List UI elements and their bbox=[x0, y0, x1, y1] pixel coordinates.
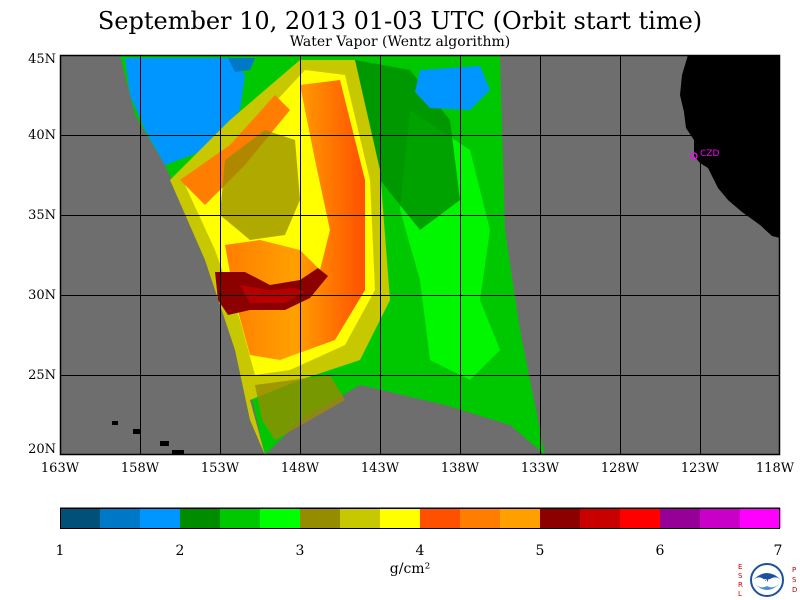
moisture-maximum-red bbox=[240, 285, 305, 303]
lat-label-35n: 35N bbox=[28, 208, 56, 223]
colorbar-segment bbox=[500, 508, 541, 528]
lat-label-45n: 45N bbox=[28, 52, 56, 67]
lat-label-20n: 20N bbox=[28, 442, 56, 457]
colorbar-segment bbox=[700, 508, 741, 528]
colorbar-segment bbox=[540, 508, 581, 528]
station-czd-label: CZD bbox=[700, 149, 719, 159]
noaa-badge-bird bbox=[753, 573, 781, 582]
island-oahu bbox=[133, 429, 141, 434]
lon-label-138w: 138W bbox=[440, 461, 480, 476]
colorbar-segment bbox=[260, 508, 301, 528]
svg-text:D: D bbox=[792, 586, 797, 594]
colorbar-segment bbox=[340, 508, 381, 528]
moist-olive-inner bbox=[220, 130, 300, 240]
svg-text:R: R bbox=[738, 581, 743, 589]
colorbar-tick-7: 7 bbox=[773, 543, 783, 559]
map-subtitle: Water Vapor (Wentz algorithm) bbox=[289, 34, 511, 50]
colorbar-segment bbox=[620, 508, 661, 528]
colorbar-segment bbox=[100, 508, 141, 528]
svg-text:S: S bbox=[792, 576, 797, 584]
svg-text:S: S bbox=[738, 572, 743, 580]
island-hawaii bbox=[172, 450, 184, 455]
noaa-esrl-psd-logo: E S R L P S D NOAA bbox=[738, 563, 797, 598]
lon-label-118w: 118W bbox=[755, 461, 795, 476]
colorbar-tick-3: 3 bbox=[295, 543, 305, 559]
lat-label-40n: 40N bbox=[28, 128, 56, 143]
colorbar bbox=[60, 507, 781, 528]
svg-text:E: E bbox=[738, 563, 742, 571]
colorbar-segment bbox=[220, 508, 261, 528]
colorbar-segment bbox=[460, 508, 501, 528]
colorbar-tick-2: 2 bbox=[175, 543, 185, 559]
lon-label-153w: 153W bbox=[200, 461, 240, 476]
lat-label-30n: 30N bbox=[28, 288, 56, 303]
colorbar-segment bbox=[140, 508, 181, 528]
lon-label-133w: 133W bbox=[520, 461, 560, 476]
colorbar-units: g/cm² bbox=[389, 561, 431, 577]
psd-letters: P S D bbox=[792, 566, 797, 594]
lon-label-148w: 148W bbox=[280, 461, 320, 476]
colorbar-segment bbox=[660, 508, 701, 528]
lat-label-25n: 25N bbox=[28, 368, 56, 383]
lon-label-123w: 123W bbox=[680, 461, 720, 476]
island-kauai bbox=[112, 421, 118, 425]
colorbar-tick-4: 4 bbox=[415, 543, 425, 559]
map-title: September 10, 2013 01-03 UTC (Orbit star… bbox=[97, 7, 703, 35]
island-maui bbox=[160, 441, 169, 446]
noaa-badge-wave bbox=[753, 582, 781, 590]
lon-label-143w: 143W bbox=[360, 461, 400, 476]
svg-text:L: L bbox=[738, 590, 742, 598]
dry-dark-blue-patch bbox=[228, 58, 255, 72]
colorbar-segment bbox=[740, 508, 781, 528]
colorbar-segment bbox=[380, 508, 421, 528]
map-frame bbox=[59, 54, 781, 456]
colorbar-segment bbox=[180, 508, 221, 528]
noaa-badge-text: NOAA bbox=[759, 579, 775, 585]
north-america-land bbox=[680, 55, 780, 238]
dry-blue-region-north bbox=[415, 66, 490, 110]
colorbar-segment bbox=[60, 508, 101, 528]
lon-label-163w: 163W bbox=[40, 461, 80, 476]
moist-orange-band-west bbox=[180, 95, 290, 205]
graticule bbox=[60, 55, 780, 455]
colorbar-segment bbox=[420, 508, 461, 528]
svg-text:P: P bbox=[792, 566, 796, 574]
colorbar-tick-5: 5 bbox=[535, 543, 545, 559]
esrl-letters: E S R L bbox=[738, 563, 743, 598]
lon-label-158w: 158W bbox=[120, 461, 160, 476]
colorbar-tick-6: 6 bbox=[655, 543, 665, 559]
lon-label-128w: 128W bbox=[600, 461, 640, 476]
colorbar-segment bbox=[580, 508, 621, 528]
satellite-swath bbox=[112, 55, 780, 455]
colorbar-frame bbox=[60, 508, 780, 529]
colorbar-segment bbox=[300, 508, 341, 528]
colorbar-tick-1: 1 bbox=[55, 543, 65, 559]
station-czd-marker: CZD bbox=[690, 149, 719, 160]
